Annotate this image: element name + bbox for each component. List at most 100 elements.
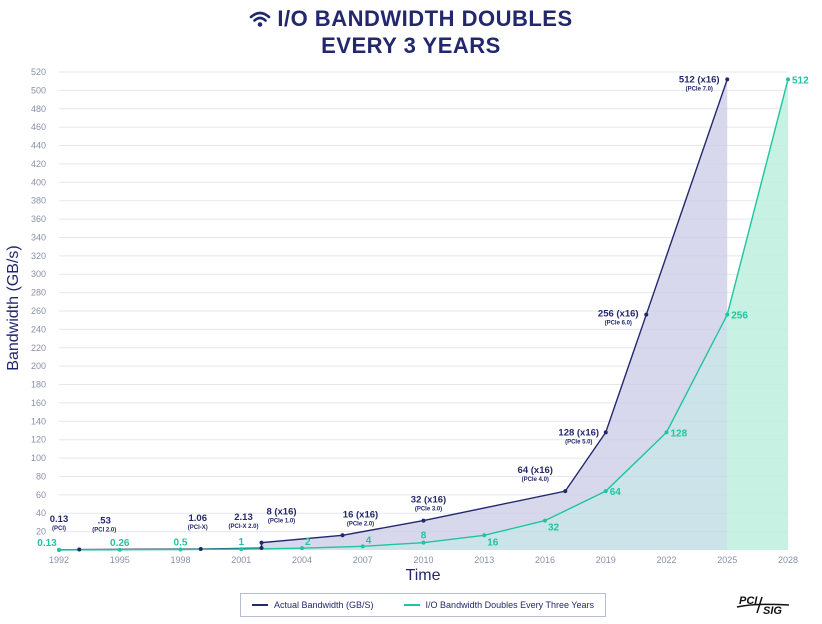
- data-label-projected: 32: [548, 523, 560, 534]
- y-tick-label: 280: [31, 288, 46, 298]
- data-point-actual: [644, 312, 649, 317]
- y-tick-label: 380: [31, 196, 46, 206]
- y-tick-label: 240: [31, 324, 46, 334]
- y-tick-label: 520: [31, 67, 46, 77]
- data-sublabel-actual: (PCIe 6.0): [605, 321, 632, 327]
- data-label-projected: 0.26: [110, 538, 130, 549]
- data-point-actual: [259, 546, 264, 551]
- x-tick-label: 2019: [596, 555, 616, 565]
- data-label-projected: 2: [305, 537, 311, 548]
- y-tick-label: 500: [31, 85, 46, 95]
- data-sublabel-actual: (PCIe 7.0): [686, 86, 713, 92]
- data-point-projected: [664, 430, 669, 435]
- data-label-projected: 16: [487, 537, 499, 548]
- wifi-icon: [249, 8, 271, 33]
- y-tick-label: 20: [36, 527, 46, 537]
- data-sublabel-actual: (PCI 2.0): [92, 528, 116, 534]
- data-label-actual: 32 (x16): [411, 495, 446, 506]
- data-point-projected: [360, 544, 365, 549]
- title-line-1-text: I/O BANDWIDTH DOUBLES: [277, 6, 573, 31]
- data-label-actual: 2.13: [234, 512, 253, 523]
- y-tick-label: 40: [36, 508, 46, 518]
- legend-item-projected: I/O Bandwidth Doubles Every Three Years: [403, 600, 594, 610]
- data-point-actual: [603, 430, 608, 435]
- data-point-actual: [563, 489, 568, 494]
- data-label-actual: 256 (x16): [598, 309, 639, 320]
- x-tick-label: 1998: [170, 555, 190, 565]
- x-tick-label: 2004: [292, 555, 312, 565]
- legend-swatch-actual: [252, 604, 268, 606]
- data-point-projected: [543, 518, 547, 523]
- data-point-projected: [178, 547, 183, 552]
- data-point-projected: [421, 540, 426, 545]
- y-tick-label: 200: [31, 361, 46, 371]
- legend-label-actual: Actual Bandwidth (GB/S): [274, 600, 374, 610]
- x-axis-label: Time: [405, 567, 441, 584]
- x-tick-label: 2007: [353, 555, 373, 565]
- data-label-actual: 8 (x16): [266, 507, 296, 518]
- y-tick-label: 260: [31, 306, 46, 316]
- y-tick-label: 460: [31, 122, 46, 132]
- legend: Actual Bandwidth (GB/S) I/O Bandwidth Do…: [240, 593, 606, 617]
- data-point-projected: [725, 312, 730, 317]
- y-tick-label: 60: [36, 490, 46, 500]
- y-tick-label: 340: [31, 232, 46, 242]
- area-projected-extension: [727, 79, 788, 550]
- data-label-actual: 512 (x16): [679, 74, 720, 85]
- data-point-projected: [603, 489, 608, 494]
- y-tick-label: 320: [31, 251, 46, 261]
- data-point-projected: [117, 547, 122, 552]
- data-point-actual: [77, 547, 82, 552]
- data-sublabel-actual: (PCIe 2.0): [347, 521, 374, 527]
- data-sublabel-actual: (PCI-X): [188, 525, 208, 531]
- data-point-actual: [198, 547, 203, 552]
- data-label-projected: 64: [610, 487, 622, 498]
- data-sublabel-actual: (PCI-X 2.0): [228, 524, 258, 530]
- data-point-actual: [725, 77, 730, 82]
- data-point-projected: [786, 77, 790, 82]
- y-tick-label: 480: [31, 104, 46, 114]
- x-tick-label: 2022: [656, 555, 676, 565]
- title-line-2: EVERY 3 YEARS: [321, 32, 501, 58]
- chart-title: I/O BANDWIDTH DOUBLES EVERY 3 YEARS: [0, 6, 822, 58]
- y-tick-label: 300: [31, 269, 46, 279]
- y-tick-label: 440: [31, 141, 46, 151]
- x-tick-label: 1995: [110, 555, 130, 565]
- data-point-actual: [259, 540, 264, 545]
- data-label-actual: 1.06: [189, 513, 208, 524]
- data-point-projected: [482, 533, 487, 538]
- data-label-projected: 512: [792, 75, 809, 86]
- data-label-projected: 0.13: [37, 538, 57, 549]
- data-label-projected: 128: [671, 428, 688, 439]
- x-tick-label: 2010: [413, 555, 433, 565]
- data-label-projected: 4: [366, 535, 372, 546]
- data-sublabel-actual: (PCIe 4.0): [522, 477, 549, 483]
- data-label-actual: 64 (x16): [518, 465, 553, 476]
- y-tick-label: 120: [31, 435, 46, 445]
- data-label-actual: 0.13: [50, 514, 69, 525]
- x-tick-label: 2028: [778, 555, 798, 565]
- data-sublabel-actual: (PCIe 5.0): [565, 439, 592, 445]
- data-point-projected: [239, 547, 244, 552]
- y-tick-label: 180: [31, 380, 46, 390]
- x-tick-label: 2025: [717, 555, 737, 565]
- svg-text:SIG: SIG: [763, 605, 782, 617]
- data-sublabel-actual: (PCI): [52, 526, 66, 532]
- y-tick-label: 140: [31, 416, 46, 426]
- y-tick-label: 220: [31, 343, 46, 353]
- area-under-projected: [59, 314, 728, 550]
- legend-item-actual: Actual Bandwidth (GB/S): [252, 600, 374, 610]
- y-tick-label: 100: [31, 453, 46, 463]
- data-point-actual: [340, 533, 345, 538]
- data-point-projected: [300, 546, 304, 551]
- data-label-actual: 128 (x16): [558, 427, 599, 438]
- y-tick-label: 160: [31, 398, 46, 408]
- data-label-projected: 1: [238, 537, 244, 548]
- x-tick-label: 2013: [474, 555, 494, 565]
- y-tick-label: 420: [31, 159, 46, 169]
- data-label-projected: 256: [731, 311, 748, 322]
- data-label-projected: 0.5: [174, 538, 188, 549]
- y-tick-label: 400: [31, 177, 46, 187]
- x-tick-label: 2016: [535, 555, 555, 565]
